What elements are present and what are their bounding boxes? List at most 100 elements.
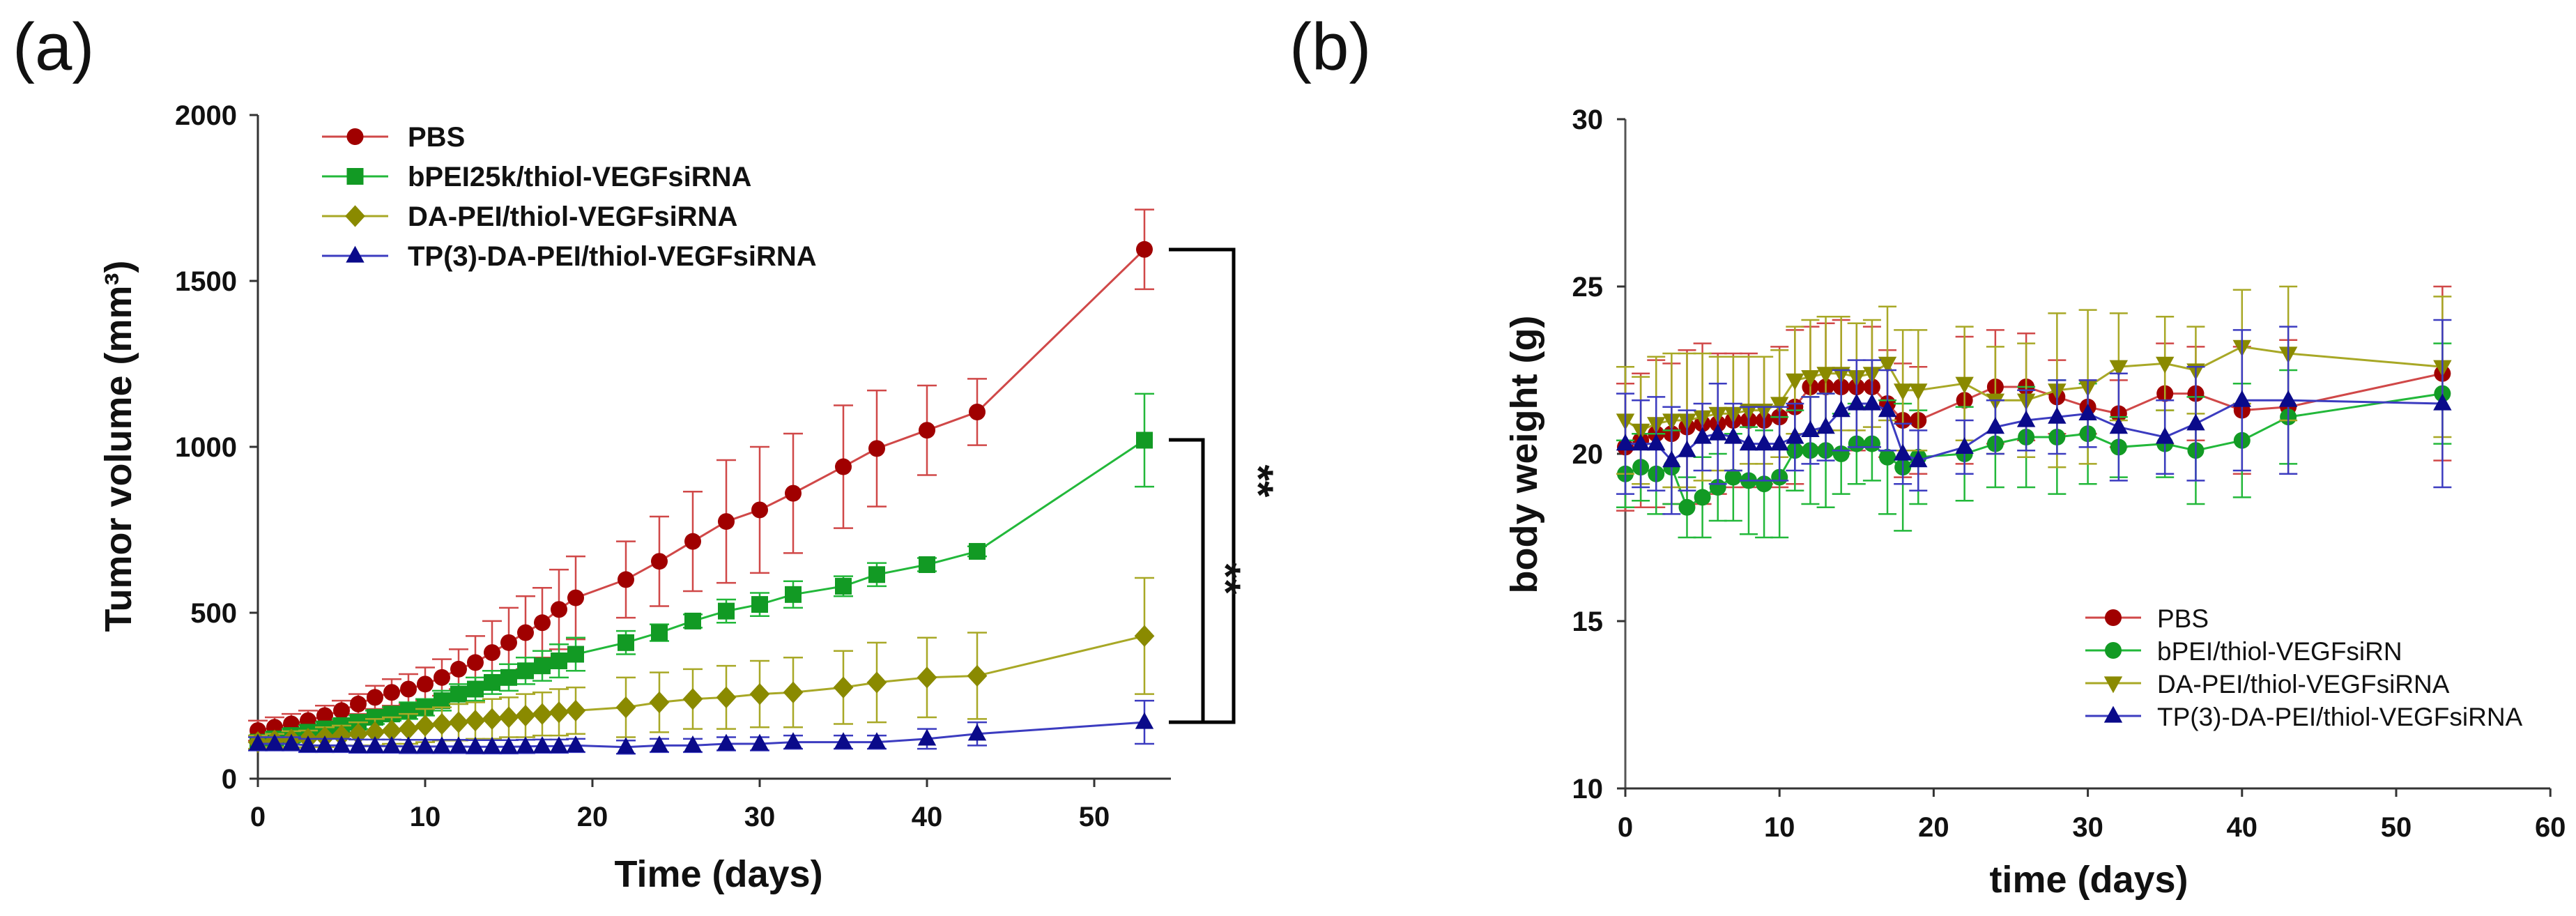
data-point <box>1754 434 1774 451</box>
data-point <box>2156 427 2175 444</box>
data-point <box>969 542 986 560</box>
legend-marker <box>2105 642 2122 659</box>
data-point <box>534 657 551 675</box>
data-point <box>316 707 333 724</box>
data-point <box>1693 427 1712 444</box>
data-point <box>484 644 500 662</box>
data-point <box>482 736 502 754</box>
data-point <box>434 669 450 686</box>
significance-stars-inner: ** <box>1202 563 1249 595</box>
data-point <box>551 601 567 618</box>
data-point <box>1862 393 1882 411</box>
data-point <box>1801 370 1820 387</box>
data-point <box>616 737 636 754</box>
data-point <box>1816 417 1835 434</box>
data-point <box>567 589 584 606</box>
data-point <box>465 710 486 732</box>
legend-item: DA-PEI/thiol-VEGFsiRNA <box>2085 670 2450 699</box>
y-tick-label: 0 <box>222 764 237 795</box>
data-point <box>1955 437 1974 454</box>
legend-item: DA-PEI/thiol-VEGFsiRNA <box>322 201 737 232</box>
data-point <box>448 711 469 733</box>
y-axis-title-a: Tumor volume (mm³) <box>98 260 139 632</box>
x-tick-label: 0 <box>1618 812 1633 843</box>
data-point <box>2278 390 2298 407</box>
series-tp-3-da-pei-thiol-vegfsirna <box>1616 319 2452 515</box>
data-point <box>1134 625 1155 647</box>
x-tick-label: 0 <box>250 802 266 832</box>
legend-label: PBS <box>408 122 465 153</box>
legend-item: TP(3)-DA-PEI/thiol-VEGFsiRNA <box>2085 703 2523 731</box>
data-point <box>467 654 484 671</box>
data-point <box>431 712 452 735</box>
data-point <box>2016 410 2036 427</box>
legend-marker <box>2103 705 2123 723</box>
x-tick-label: 50 <box>2381 812 2412 843</box>
data-point <box>365 721 385 743</box>
series-pbs <box>248 208 1154 742</box>
data-point <box>265 733 284 751</box>
series-tp-3-da-pei-thiol-vegfsirna <box>248 699 1154 755</box>
ticks-b: 0 10 20 30 40 50 60 10 15 20 25 30 <box>1572 105 2566 843</box>
data-point <box>1878 400 1897 418</box>
data-point <box>1879 448 1896 466</box>
data-point <box>517 624 534 641</box>
data-point <box>248 733 268 751</box>
data-point <box>400 680 417 698</box>
data-point <box>917 728 937 746</box>
data-point <box>381 719 402 742</box>
data-point <box>348 735 368 753</box>
data-point <box>785 586 802 603</box>
data-point <box>415 715 436 737</box>
data-point <box>534 614 551 632</box>
data-point <box>1893 443 1912 461</box>
y-tick-label: 15 <box>1572 606 1604 637</box>
y-tick-label: 20 <box>1572 439 1604 470</box>
data-point <box>649 691 670 714</box>
data-point <box>367 689 383 706</box>
data-point <box>967 724 987 741</box>
legend-marker <box>2105 609 2122 626</box>
data-point <box>367 708 383 726</box>
legend-label: DA-PEI/thiol-VEGFsiRNA <box>2157 670 2450 699</box>
data-point <box>1909 450 1928 468</box>
data-point <box>1847 393 1866 411</box>
legend-marker <box>346 128 364 145</box>
data-point <box>383 684 400 701</box>
data-point <box>651 553 668 570</box>
data-point <box>1801 420 1820 437</box>
legend-label: TP(3)-DA-PEI/thiol-VEGFsiRNA <box>2157 703 2523 731</box>
data-point <box>1678 440 1696 457</box>
legend-a: PBS bPEI25k/thiol-VEGFsiRNA DA-PEI/thiol-V… <box>322 122 817 272</box>
data-point <box>618 571 634 588</box>
data-point <box>651 624 668 641</box>
data-point <box>382 735 401 753</box>
x-axis-title-a: Time (days) <box>614 853 822 895</box>
data-point <box>785 484 802 502</box>
x-tick-label: 30 <box>744 802 776 832</box>
data-point <box>348 723 369 745</box>
data-point <box>565 699 586 722</box>
y-tick-label: 25 <box>1572 272 1604 303</box>
data-point <box>919 556 935 573</box>
legend-label: PBS <box>2157 604 2209 633</box>
data-point <box>365 735 385 753</box>
data-point <box>500 669 517 686</box>
data-point <box>450 685 467 703</box>
y-tick-label: 2000 <box>175 100 237 131</box>
data-point <box>1678 498 1696 516</box>
data-point <box>1616 434 1635 451</box>
data-point <box>298 735 318 752</box>
data-point <box>2109 360 2129 377</box>
data-point <box>532 735 552 753</box>
x-tick-label: 30 <box>2072 812 2103 843</box>
data-point <box>450 660 467 678</box>
x-tick-label: 50 <box>1079 802 1110 832</box>
data-point <box>783 681 804 703</box>
data-point <box>716 733 736 751</box>
data-point <box>482 708 503 730</box>
data-point <box>517 662 534 680</box>
